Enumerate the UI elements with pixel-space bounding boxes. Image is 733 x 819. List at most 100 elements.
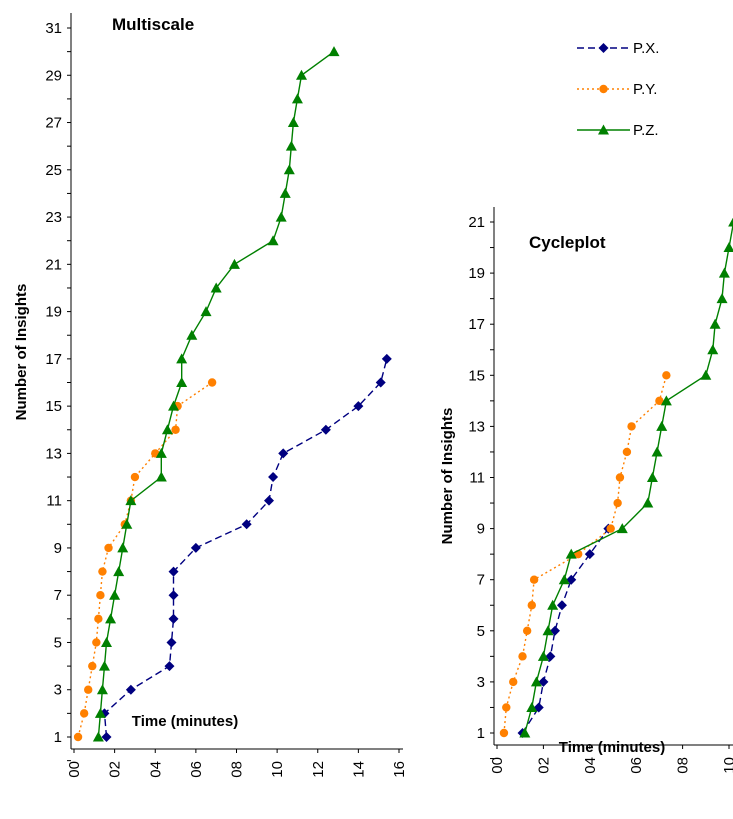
data-point-p-x: [584, 549, 595, 560]
data-point-p-z: [287, 117, 299, 128]
data-point-p-z: [709, 318, 721, 329]
data-point-p-x: [533, 702, 544, 713]
data-point-p-x: [545, 651, 556, 662]
y-tick-label: 27: [45, 115, 62, 132]
data-point-p-y: [662, 371, 671, 380]
y-tick-label: 21: [45, 256, 62, 273]
x-tick-label: 04: [147, 761, 164, 778]
data-point-p-x: [381, 353, 392, 364]
y-tick-label: 9: [54, 540, 62, 557]
data-point-p-x: [168, 613, 179, 624]
series-p-x: [99, 353, 392, 742]
data-point-p-y: [655, 396, 664, 406]
x-tick-label: 06: [628, 757, 645, 774]
x-tick-label: 02: [107, 761, 124, 778]
data-point-p-z: [125, 495, 137, 506]
y-tick-label: 15: [45, 398, 62, 415]
data-point-p-y: [622, 447, 632, 457]
y-tick-label: 7: [477, 572, 485, 589]
series-line-p-y: [503, 375, 668, 734]
data-point-p-y: [130, 472, 140, 482]
data-point-p-x: [125, 684, 136, 695]
data-point-p-z: [728, 217, 733, 227]
legend-item-p-z: P.Z.: [577, 122, 659, 139]
data-point-p-x: [101, 732, 112, 742]
data-point-p-z: [328, 46, 340, 57]
data-point-p-z: [176, 377, 188, 387]
data-point-p-z: [176, 353, 188, 364]
y-tick-label: 13: [468, 418, 485, 435]
data-point-p-z: [651, 446, 663, 457]
x-tick-label: 16: [391, 761, 408, 778]
y-tick-label: 3: [54, 682, 62, 699]
data-point-p-y: [207, 378, 217, 387]
data-point-p-z: [296, 69, 307, 80]
data-point-p-z: [565, 548, 577, 559]
data-point-p-x: [190, 542, 201, 553]
series-line-p-x: [103, 358, 388, 738]
series-line-p-y: [77, 381, 213, 738]
data-point-p-z: [105, 613, 117, 624]
series-group: [73, 46, 392, 742]
y-axis-title: Number of Insights: [439, 408, 456, 545]
data-point-p-x: [168, 590, 179, 601]
series-line-p-z: [524, 221, 733, 734]
y-tick-label: 7: [54, 587, 62, 604]
y-tick-label: 1: [54, 729, 62, 746]
data-point-p-y: [79, 709, 89, 718]
data-point-p-y: [615, 473, 625, 482]
data-point-p-z: [285, 140, 297, 151]
series-p-y: [499, 371, 671, 738]
data-point-p-z: [526, 701, 538, 712]
data-point-p-y: [502, 703, 511, 712]
data-point-p-x: [550, 625, 560, 636]
data-point-p-z: [718, 267, 730, 278]
data-point-p-z: [616, 523, 628, 534]
legend-item-p-y: P.Y.: [577, 81, 657, 98]
data-point-p-x: [164, 661, 175, 672]
data-point-p-y: [522, 626, 532, 635]
data-point-p-y: [171, 425, 180, 434]
data-point-p-y: [499, 728, 509, 738]
x-tick-label: 00: [489, 757, 506, 774]
data-point-p-x: [264, 495, 274, 506]
data-point-p-z: [161, 424, 173, 435]
y-tick-label: 5: [477, 623, 485, 640]
data-point-p-z: [660, 395, 672, 406]
x-tick-label: 10: [721, 757, 733, 774]
data-point-p-z: [642, 497, 654, 508]
x-tick-label: 14: [350, 761, 367, 778]
data-point-p-z: [267, 235, 279, 246]
data-point-p-z: [291, 93, 303, 104]
y-tick-label: 11: [469, 470, 485, 487]
data-point-p-z: [716, 293, 728, 304]
data-point-p-y: [606, 524, 615, 533]
series-p-z: [92, 46, 340, 742]
data-point-p-y: [104, 543, 113, 553]
data-point-p-z: [558, 574, 570, 585]
x-tick-label: 12: [310, 761, 327, 778]
data-point-p-z: [700, 369, 712, 380]
legend-label: P.X.: [633, 40, 659, 57]
data-point-p-z: [547, 599, 559, 610]
series-p-x: [517, 523, 614, 738]
data-point-p-x: [538, 676, 549, 687]
y-tick-label: 9: [477, 521, 485, 538]
legend-item-p-x: P.X.: [577, 40, 659, 57]
data-point-p-z: [98, 660, 110, 671]
x-tick-label: 04: [582, 757, 599, 774]
data-point-p-z: [155, 471, 167, 482]
multiscale-chart: Multiscale 13579111315171921232527293100…: [13, 13, 408, 778]
y-tick-label: 5: [54, 634, 62, 651]
x-tick-label: 02: [535, 757, 552, 774]
data-point-p-y: [518, 652, 527, 661]
x-tick-label: 00: [66, 761, 83, 778]
data-point-p-z: [168, 400, 180, 411]
data-point-p-x: [168, 566, 179, 577]
y-axis-title: Number of Insights: [13, 284, 30, 421]
series-line-p-z: [97, 51, 335, 738]
data-point-p-x: [556, 600, 567, 611]
